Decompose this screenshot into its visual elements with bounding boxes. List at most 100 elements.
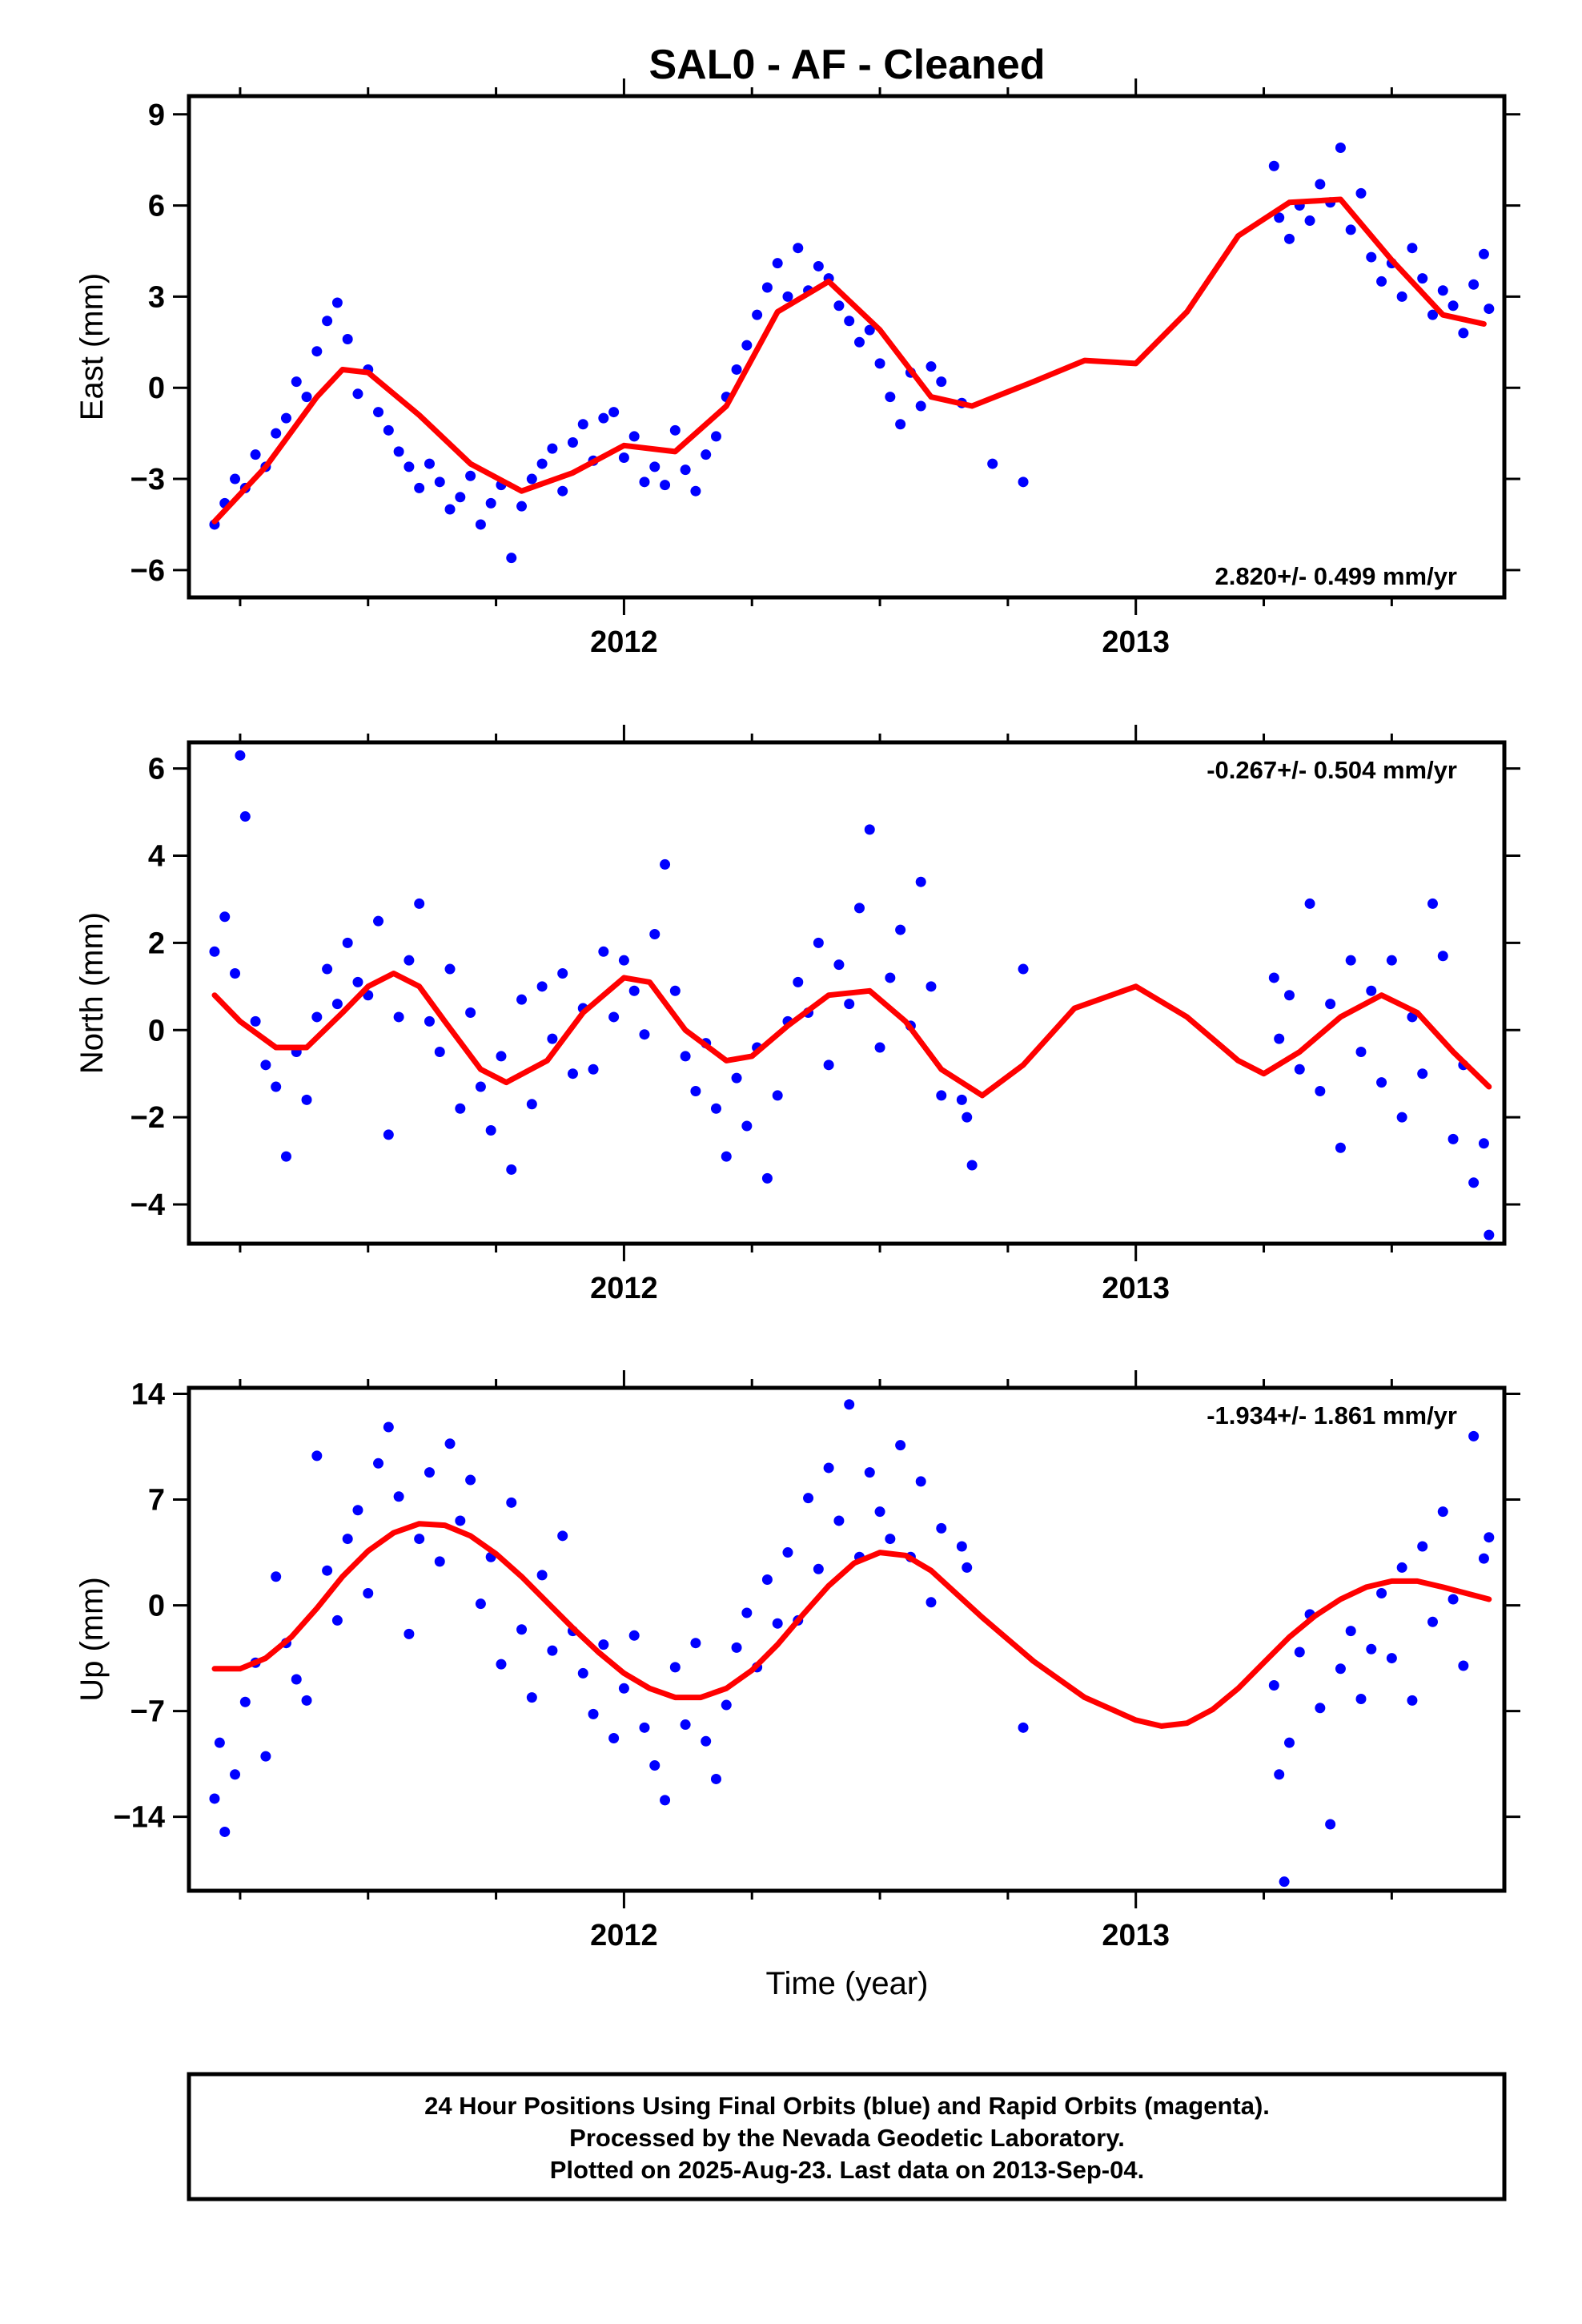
fit-curve: [211, 196, 1487, 525]
data-point: [608, 407, 620, 418]
data-point: [331, 297, 343, 308]
data-point: [1458, 1660, 1469, 1671]
data-point: [1345, 955, 1356, 966]
plot-frame: [187, 740, 1507, 1246]
data-point: [660, 858, 671, 870]
y-tick-label: 7: [148, 1484, 165, 1518]
data-point: [731, 1642, 742, 1653]
data-point: [1386, 1653, 1397, 1664]
data-point: [1345, 224, 1356, 235]
data-point: [475, 1598, 486, 1610]
data-point: [1274, 1033, 1285, 1044]
data-point: [721, 1699, 732, 1711]
data-point: [393, 1011, 404, 1023]
data-point: [987, 458, 998, 469]
data-point: [813, 1563, 824, 1574]
data-point: [547, 1033, 558, 1044]
data-point: [895, 1440, 906, 1451]
data-point: [465, 1007, 476, 1018]
data-point: [1355, 1693, 1367, 1704]
y-tick-label: −4: [130, 1188, 165, 1222]
data-point: [496, 1659, 507, 1670]
rate-label: -0.267+/- 0.504 mm/yr: [1207, 756, 1457, 784]
y-tick-label: 3: [148, 280, 165, 314]
data-point: [1376, 1077, 1387, 1088]
data-point: [526, 1099, 537, 1110]
data-point: [404, 1628, 415, 1639]
data-point: [352, 1505, 363, 1516]
data-point: [506, 1497, 517, 1508]
plot-area: [209, 1399, 1495, 1888]
data-point: [1437, 285, 1448, 296]
data-point: [352, 976, 363, 987]
data-point: [414, 898, 425, 909]
data-point: [1468, 1430, 1480, 1441]
data-point: [1325, 999, 1336, 1010]
data-point: [1355, 187, 1367, 199]
data-point: [962, 1112, 973, 1123]
footer-line-1: 24 Hour Positions Using Final Orbits (bl…: [424, 2092, 1270, 2120]
plot-frame: [187, 1385, 1507, 1893]
data-point: [813, 260, 824, 271]
data-point: [1437, 1506, 1448, 1518]
y-tick-label: 9: [148, 99, 165, 132]
data-point: [731, 364, 742, 375]
data-point: [322, 963, 333, 975]
y-tick-label: 4: [148, 840, 165, 874]
data-point: [331, 999, 343, 1010]
data-point: [342, 1534, 353, 1545]
data-point: [271, 428, 282, 439]
data-point: [363, 1587, 374, 1598]
data-point: [516, 1624, 528, 1635]
data-point: [393, 1491, 404, 1502]
data-point: [557, 485, 568, 497]
data-point: [1268, 160, 1279, 171]
y-tick-label: 2: [148, 927, 165, 960]
footer-box: [187, 2072, 1507, 2201]
data-point: [895, 924, 906, 935]
data-point: [280, 412, 291, 424]
data-point: [731, 1072, 742, 1084]
data-point: [1355, 1046, 1367, 1057]
data-point: [680, 464, 691, 476]
data-point: [1478, 1553, 1489, 1564]
footer-line-2: Processed by the Nevada Geodetic Laborat…: [569, 2124, 1125, 2152]
data-point: [915, 876, 926, 887]
data-point: [772, 258, 783, 269]
data-point: [1283, 990, 1295, 1001]
data-point: [311, 1011, 323, 1023]
data-point: [516, 994, 528, 1005]
data-point: [311, 1450, 323, 1462]
data-point: [618, 955, 629, 966]
data-point: [1447, 300, 1459, 312]
x-tick-label: 2013: [1102, 625, 1170, 659]
data-point: [219, 1826, 231, 1837]
data-point: [639, 1722, 650, 1733]
data-point: [669, 985, 681, 996]
data-point: [373, 915, 384, 927]
data-point: [680, 1051, 691, 1062]
data-point: [250, 1015, 261, 1027]
data-point: [660, 480, 671, 491]
data-point: [475, 519, 486, 530]
data-point: [793, 976, 804, 987]
data-point: [936, 1522, 947, 1534]
plot-area: [209, 142, 1495, 564]
data-point: [1018, 963, 1029, 975]
data-point: [383, 1129, 394, 1140]
data-point: [444, 1438, 456, 1449]
data-point: [547, 1645, 558, 1656]
data-point: [1458, 328, 1469, 339]
data-point: [1268, 1680, 1279, 1691]
data-point: [1484, 1532, 1495, 1543]
data-point: [322, 316, 333, 327]
data-point: [966, 1160, 978, 1171]
data-point: [639, 1029, 650, 1040]
data-point: [557, 1530, 568, 1542]
data-point: [230, 473, 241, 485]
data-point: [741, 340, 753, 351]
data-point: [434, 476, 445, 488]
data-point: [761, 1172, 773, 1184]
data-point: [404, 955, 415, 966]
y-tick-label: 0: [148, 1590, 165, 1623]
